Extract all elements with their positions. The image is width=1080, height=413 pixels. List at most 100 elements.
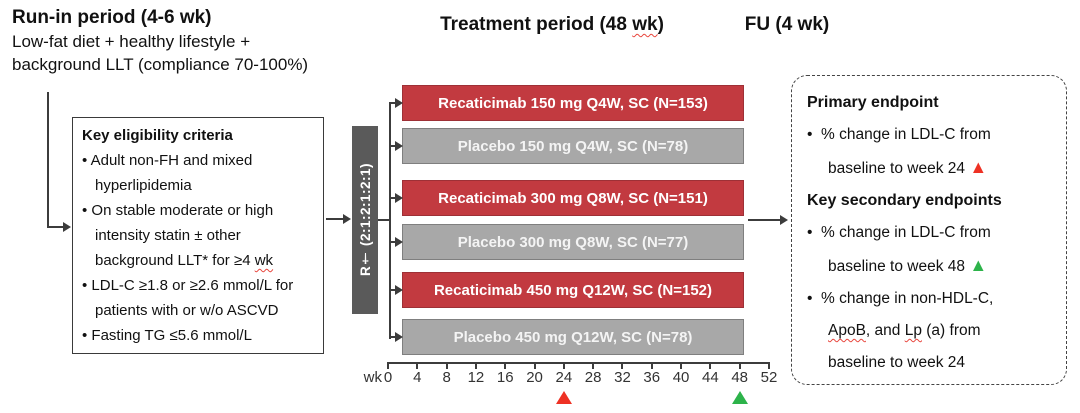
arm-bar-recaticimab-150-q4w: Recaticimab 150 mg Q4W, SC (N=153) bbox=[402, 85, 744, 121]
randomization-box: R† (2:1:2:1:2:1) bbox=[352, 126, 378, 314]
axis-tick-week-40 bbox=[680, 362, 683, 369]
axis-tick-week-8 bbox=[445, 362, 448, 369]
branch-arrowhead-placebo-150-q4w bbox=[395, 141, 403, 151]
axis-label-week-20: 20 bbox=[526, 369, 543, 386]
endpoints-text-line: ApoB, and Lp (a) from bbox=[807, 315, 1051, 347]
axis-label-week-12: 12 bbox=[467, 369, 485, 386]
runin-title: Run-in period (4-6 wk) bbox=[12, 7, 212, 28]
arm-bar-recaticimab-450-q12w: Recaticimab 450 mg Q12W, SC (N=152) bbox=[402, 272, 744, 308]
eligibility-criteria-line: background LLT* for ≥4 wk bbox=[82, 248, 314, 273]
text-segment: • % change in non-HDL-C, bbox=[807, 290, 994, 307]
eligibility-to-randomization-line bbox=[326, 218, 344, 220]
branch-arrowhead-recaticimab-450-q12w bbox=[395, 285, 403, 295]
text-segment: • Fasting TG ≤5.6 mmol/L bbox=[82, 327, 252, 344]
treatment-period-title: Treatment period (48 wk) bbox=[402, 14, 702, 36]
axis-tick-week-44 bbox=[709, 362, 712, 369]
eligibility-criteria-line: • On stable moderate or high bbox=[82, 198, 314, 223]
endpoints-text-line: baseline to week 48 ▲ bbox=[807, 249, 1051, 283]
arm-bar-placebo-450-q12w: Placebo 450 mg Q12W, SC (N=78) bbox=[402, 319, 744, 355]
week-axis-line bbox=[387, 362, 770, 369]
runin-connector-horizontal-line bbox=[47, 226, 64, 228]
text-segment: baseline to week 48 bbox=[828, 258, 970, 275]
branch-line-placebo-300-q8w bbox=[390, 241, 397, 243]
primary-endpoint-week24-marker bbox=[555, 391, 572, 404]
branch-arrowhead-placebo-450-q12w bbox=[395, 332, 403, 342]
arms-to-endpoints-arrowhead bbox=[780, 215, 788, 225]
text-segment: Key secondary endpoints bbox=[807, 192, 1002, 209]
text-segment: • LDL-C ≥1.8 or ≥2.6 mmol/L for bbox=[82, 277, 294, 294]
endpoints-text-line: Primary endpoint bbox=[807, 87, 1051, 119]
endpoints-box: Primary endpoint • % change in LDL-C from… bbox=[791, 75, 1067, 385]
eligibility-criteria-line: • LDL-C ≥1.8 or ≥2.6 mmol/L for bbox=[82, 273, 314, 298]
axis-label-week-40: 40 bbox=[672, 369, 690, 386]
branch-arrowhead-recaticimab-300-q8w bbox=[395, 193, 403, 203]
axis-label-week-28: 28 bbox=[584, 369, 602, 386]
branch-arrowhead-recaticimab-150-q4w bbox=[395, 98, 403, 108]
misspelled-word: ApoB bbox=[828, 322, 866, 339]
text-segment: • % change in LDL-C from bbox=[807, 126, 991, 143]
endpoints-text: Primary endpoint • % change in LDL-C from… bbox=[807, 87, 1051, 379]
text-segment: hyperlipidemia bbox=[95, 177, 192, 194]
treatment-period-title-line: Treatment period (48 wk) bbox=[402, 14, 702, 36]
eligibility-criteria-line: • Fasting TG ≤5.6 mmol/L bbox=[82, 323, 314, 348]
branch-line-recaticimab-450-q12w bbox=[390, 289, 397, 291]
week-axis-unit-label: wk bbox=[363, 369, 382, 386]
branch-arrowhead-placebo-300-q8w bbox=[395, 237, 403, 247]
text-segment: • On stable moderate or high bbox=[82, 202, 274, 219]
text-segment: • Adult non-FH and mixed bbox=[82, 152, 253, 169]
axis-label-week-8: 8 bbox=[442, 369, 451, 386]
endpoints-text-line: baseline to week 24 ▲ bbox=[807, 151, 1051, 185]
eligibility-criteria: • Adult non-FH and mixed hyperlipidemia • … bbox=[82, 148, 314, 348]
runin-connector-vertical-line bbox=[47, 92, 49, 228]
branch-line-placebo-150-q4w bbox=[390, 145, 397, 147]
text-segment: intensity statin ± other bbox=[95, 227, 241, 244]
eligibility-criteria-line: • Adult non-FH and mixed bbox=[82, 148, 314, 173]
runin-period-header: Run-in period (4-6 wk) Low-fat diet + he… bbox=[12, 5, 362, 76]
secondary-endpoint-week48-marker bbox=[731, 391, 748, 404]
arm-bar-placebo-300-q8w: Placebo 300 mg Q8W, SC (N=77) bbox=[402, 224, 744, 260]
eligibility-criteria-line: patients with or w/o ASCVD bbox=[82, 298, 314, 323]
eligibility-criteria-line: intensity statin ± other bbox=[82, 223, 314, 248]
eligibility-title: Key eligibility criteria bbox=[82, 127, 233, 144]
misspelled-word: wk bbox=[632, 14, 658, 35]
branch-line-recaticimab-300-q8w bbox=[390, 197, 397, 199]
text-segment: baseline to week 24 bbox=[828, 160, 970, 177]
text-segment: baseline to week 24 bbox=[828, 354, 966, 371]
text-segment: ) bbox=[657, 14, 664, 35]
bracket-stem-line bbox=[378, 219, 390, 221]
week-axis-labels: 0 4 8 12 16 20 24 28 32 36 40 44 48 52 bbox=[384, 369, 778, 387]
endpoints-text-line: • % change in non-HDL-C, bbox=[807, 283, 1051, 315]
axis-tick-week-4 bbox=[416, 362, 419, 369]
branch-line-placebo-450-q12w bbox=[390, 336, 397, 338]
axis-tick-week-48 bbox=[738, 362, 741, 369]
arm-bar-recaticimab-300-q8w: Recaticimab 300 mg Q8W, SC (N=151) bbox=[402, 180, 744, 216]
endpoints-text-line: • % change in LDL-C from bbox=[807, 119, 1051, 151]
axis-tick-week-16 bbox=[504, 362, 507, 369]
text-segment: background LLT* for ≥4 bbox=[95, 252, 255, 269]
runin-connector-arrowhead bbox=[63, 222, 71, 232]
text-segment: patients with or w/o ASCVD bbox=[95, 302, 279, 319]
misspelled-word: Lp bbox=[904, 322, 922, 339]
text-segment: Treatment period (48 bbox=[440, 14, 633, 35]
bracket-vertical-line bbox=[389, 102, 391, 339]
axis-label-week-24: 24 bbox=[555, 369, 573, 386]
misspelled-word: wk bbox=[254, 252, 274, 269]
arms-to-endpoints-line bbox=[748, 219, 781, 221]
axis-tick-week-20 bbox=[533, 362, 536, 369]
text-segment: , and bbox=[865, 322, 905, 339]
axis-label-week-52: 52 bbox=[760, 369, 778, 386]
text-segment: • % change in LDL-C from bbox=[807, 224, 991, 241]
axis-label-week-16: 16 bbox=[496, 369, 514, 386]
axis-tick-week-52 bbox=[768, 362, 770, 369]
axis-label-week-32: 32 bbox=[614, 369, 631, 386]
axis-tick-week-36 bbox=[650, 362, 653, 369]
green-triangle-icon: ▲ bbox=[969, 255, 988, 275]
runin-subtitle-line1: Low-fat diet + healthy lifestyle + bbox=[12, 32, 251, 51]
axis-label-week-4: 4 bbox=[413, 369, 422, 386]
endpoints-text-line: • % change in LDL-C from bbox=[807, 217, 1051, 249]
eligibility-criteria-line: hyperlipidemia bbox=[82, 173, 314, 198]
branch-line-recaticimab-150-q4w bbox=[390, 102, 397, 104]
axis-tick-week-32 bbox=[621, 362, 624, 369]
eligibility-to-randomization-arrowhead bbox=[343, 214, 351, 224]
